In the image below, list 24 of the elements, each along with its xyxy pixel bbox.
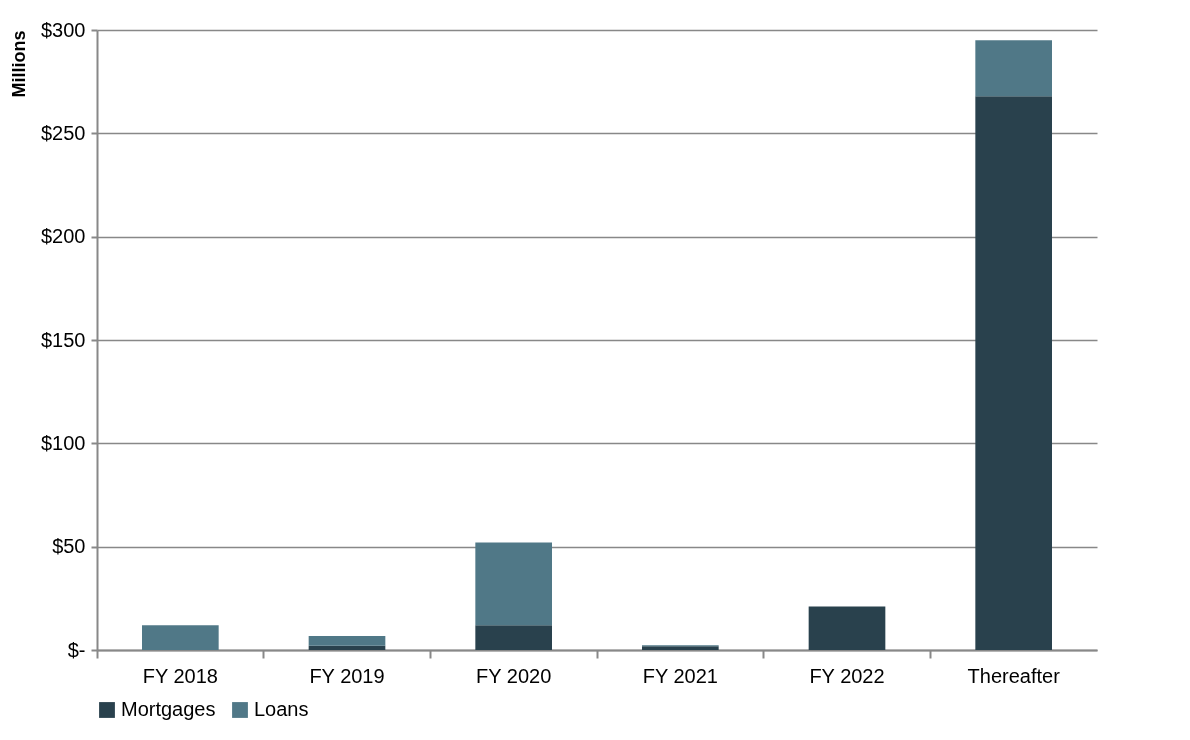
bar [975,96,1052,650]
y-tick-label: $100 [41,431,86,454]
bar [142,625,219,650]
x-tick-label: Thereafter [967,664,1061,687]
y-tick-label: $- [67,638,86,661]
legend-label: Mortgages [121,698,216,720]
bar [475,625,552,650]
bar [308,645,386,650]
legend-label: Loans [254,698,309,720]
x-tick-label: FY 2021 [642,664,718,687]
y-axis-title: Millions [9,30,30,98]
x-tick-label: FY 2022 [809,664,885,687]
y-tick-label: $150 [41,328,86,351]
bar [475,542,552,626]
y-tick-label: $300 [41,18,86,41]
x-tick-label: FY 2018 [142,664,218,687]
bar [808,606,886,650]
x-tick-label: FY 2020 [476,664,552,687]
bar [308,635,386,646]
y-tick-label: $250 [41,121,86,144]
x-tick-label: FY 2019 [309,664,385,687]
bar [975,40,1052,97]
y-tick-label: $50 [52,535,86,558]
y-tick-label: $200 [41,225,86,248]
